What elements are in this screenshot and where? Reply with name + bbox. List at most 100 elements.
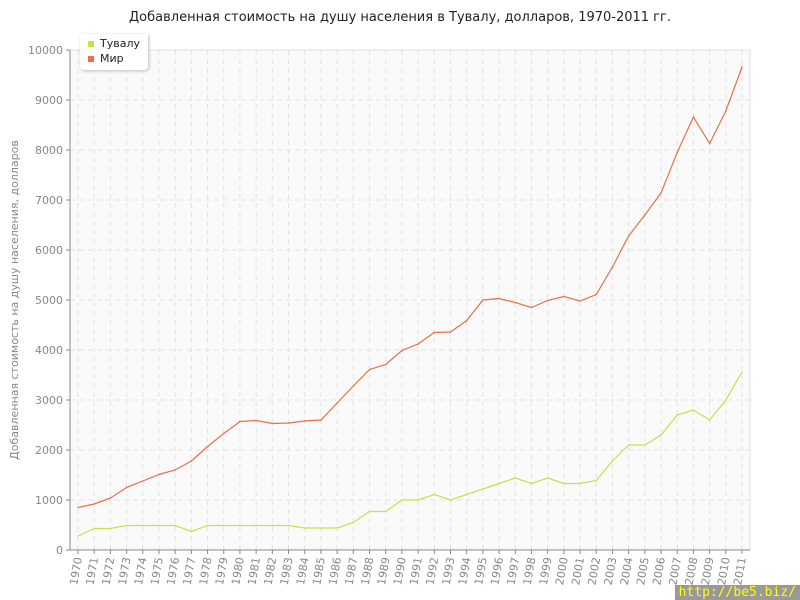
data-point xyxy=(384,510,387,513)
x-tick-label: 1991 xyxy=(407,556,425,586)
x-tick-label: 1974 xyxy=(132,556,150,586)
data-point xyxy=(692,409,695,411)
data-point xyxy=(303,420,306,422)
x-tick-label: 1980 xyxy=(229,556,247,586)
data-point xyxy=(303,527,306,529)
data-point xyxy=(595,293,598,296)
data-point xyxy=(109,497,112,499)
data-point xyxy=(77,535,79,537)
x-tick-label: 2011 xyxy=(731,556,749,586)
data-point xyxy=(692,116,695,118)
data-point xyxy=(271,524,274,527)
data-point xyxy=(384,363,387,366)
data-point xyxy=(627,444,630,446)
data-point xyxy=(368,368,371,371)
data-point xyxy=(417,343,419,345)
data-point xyxy=(563,482,565,485)
x-tick-label: 1983 xyxy=(278,556,296,586)
data-point xyxy=(725,110,727,112)
data-point xyxy=(190,460,193,462)
data-point xyxy=(482,299,484,301)
data-point xyxy=(595,479,598,482)
x-tick-label: 2001 xyxy=(569,556,587,586)
data-point xyxy=(222,524,225,527)
legend-item-world[interactable]: Мир xyxy=(88,51,140,66)
legend-swatch xyxy=(88,40,94,47)
x-tick-label: 1982 xyxy=(262,556,280,586)
data-point xyxy=(530,306,533,309)
x-tick-label: 1990 xyxy=(391,556,409,586)
x-tick-label: 2005 xyxy=(634,556,652,586)
data-point xyxy=(255,524,257,527)
data-point xyxy=(530,482,533,485)
legend: Тувалу Мир xyxy=(80,34,148,70)
data-point xyxy=(579,300,581,302)
data-point xyxy=(125,486,128,489)
x-tick-label: 1997 xyxy=(505,556,523,586)
y-tick-label: 2000 xyxy=(35,444,63,457)
x-tick-label: 2004 xyxy=(618,556,636,586)
data-point xyxy=(352,521,355,524)
x-tick-label: 1976 xyxy=(164,556,182,586)
data-point xyxy=(611,266,614,268)
x-tick-label: 1992 xyxy=(424,556,442,586)
x-tick-label: 1987 xyxy=(343,556,361,586)
data-point xyxy=(433,493,436,496)
x-tick-label: 1994 xyxy=(456,556,474,586)
data-point xyxy=(449,499,452,501)
data-point xyxy=(611,460,614,462)
x-tick-label: 1972 xyxy=(100,556,118,586)
x-tick-label: 2002 xyxy=(586,556,604,586)
data-point xyxy=(465,493,468,496)
data-point xyxy=(287,422,290,424)
x-tick-label: 1995 xyxy=(472,556,490,586)
series-line-0 xyxy=(77,371,743,537)
data-point xyxy=(222,432,225,435)
x-tick-label: 1975 xyxy=(148,556,166,586)
data-point xyxy=(336,402,338,404)
data-point xyxy=(255,419,257,422)
chart-title: Добавленная стоимость на душу населения … xyxy=(129,10,671,25)
data-point xyxy=(141,524,144,527)
data-point xyxy=(174,469,176,471)
legend-swatch xyxy=(88,55,94,62)
x-tick-label: 1979 xyxy=(213,556,231,586)
data-point xyxy=(320,419,322,421)
data-point xyxy=(77,506,79,509)
data-point xyxy=(725,399,727,401)
data-point xyxy=(546,299,549,302)
y-tick-label: 9000 xyxy=(35,94,63,107)
x-tick-label: 1970 xyxy=(67,556,85,586)
x-tick-label: 1988 xyxy=(359,556,377,586)
y-tick-label: 7000 xyxy=(35,194,63,207)
x-tick-label: 1984 xyxy=(294,556,312,586)
data-point xyxy=(644,444,646,446)
watermark-link[interactable]: http://be5.biz/ xyxy=(674,585,800,600)
x-tick-label: 1993 xyxy=(440,556,458,586)
legend-label: Мир xyxy=(100,52,124,65)
data-point xyxy=(660,434,662,436)
data-point xyxy=(141,480,144,482)
x-tick-label: 1998 xyxy=(521,556,539,586)
data-point xyxy=(660,192,662,194)
legend-label: Тувалу xyxy=(100,37,140,50)
legend-item-tuvalu[interactable]: Тувалу xyxy=(88,36,140,51)
data-point xyxy=(417,499,419,501)
series-line-1 xyxy=(77,66,743,509)
y-tick-label: 8000 xyxy=(35,144,63,157)
data-point xyxy=(93,503,95,505)
data-point xyxy=(433,331,436,334)
data-point xyxy=(239,524,241,527)
data-point xyxy=(644,214,646,216)
data-point xyxy=(741,371,743,373)
data-point xyxy=(449,331,452,333)
data-point xyxy=(546,477,549,479)
data-point xyxy=(676,151,679,154)
data-point xyxy=(174,524,176,527)
data-point xyxy=(93,527,95,530)
y-tick-label: 4000 xyxy=(35,344,63,357)
x-tick-label: 2007 xyxy=(667,556,685,586)
y-tick-label: 1000 xyxy=(35,494,63,507)
data-point xyxy=(109,527,112,530)
